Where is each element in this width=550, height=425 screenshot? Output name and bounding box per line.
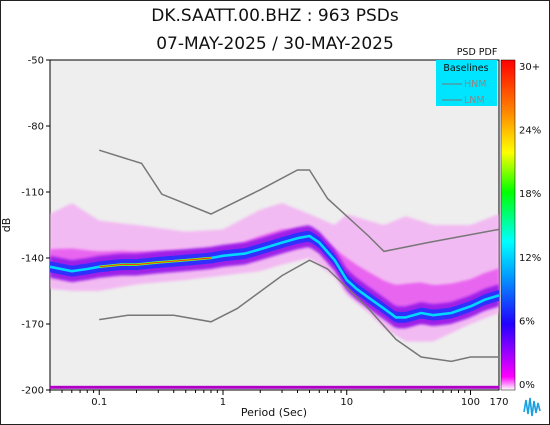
chart-title-daterange: 07-MAY-2025 / 30-MAY-2025 bbox=[156, 34, 394, 54]
psd-density-layer bbox=[50, 203, 499, 389]
colorbar-tick-label: 12% bbox=[519, 253, 541, 264]
legend-hnm-label: HNM bbox=[464, 79, 486, 90]
psd-inner-band bbox=[50, 225, 499, 329]
x-tick-label: 100 bbox=[461, 397, 480, 408]
colorbar-tick-label: 6% bbox=[519, 316, 535, 327]
colorbar-ticks: 30+ 24% 18% 12% 6% 0% bbox=[519, 62, 541, 391]
x-axis-label: Period (Sec) bbox=[241, 406, 307, 419]
y-tick-label: -50 bbox=[28, 56, 44, 67]
colorbar bbox=[500, 59, 516, 391]
legend-box bbox=[436, 60, 497, 106]
colorbar-title: PSD PDF bbox=[457, 47, 498, 58]
colorbar-tick-label: 24% bbox=[519, 126, 541, 137]
x-axis: 0.1 1 10 100 170 bbox=[49, 390, 509, 408]
colorbar-tick-label: 0% bbox=[519, 380, 535, 391]
legend-lnm-label: LNM bbox=[464, 95, 485, 106]
colorbar-tick-label: 18% bbox=[519, 189, 541, 200]
y-axis-label: dB bbox=[0, 218, 13, 233]
psd-core-band bbox=[50, 230, 499, 323]
logo-icon bbox=[523, 397, 541, 417]
y-tick-label: -140 bbox=[21, 254, 44, 265]
y-tick-label: -200 bbox=[21, 386, 44, 397]
y-tick-label: -80 bbox=[28, 122, 44, 133]
baseline-lnm bbox=[99, 259, 499, 363]
x-tick-label: 10 bbox=[340, 397, 353, 408]
y-tick-label: -170 bbox=[21, 320, 44, 331]
x-tick-label: 1 bbox=[220, 397, 226, 408]
psd-peak-core bbox=[99, 257, 212, 268]
legend-title: Baselines bbox=[443, 63, 488, 74]
y-axis: -50 -80 -110 -140 -170 -200 bbox=[21, 56, 50, 397]
baseline-hnm bbox=[98, 149, 499, 253]
baselines-layer bbox=[98, 149, 499, 363]
x-tick-label: 0.1 bbox=[91, 397, 107, 408]
chart-title-station: DK.SAATT.00.BHZ : 963 PSDs bbox=[151, 6, 399, 26]
psd-floor-band bbox=[50, 385, 499, 389]
x-tick-label: 170 bbox=[489, 397, 508, 408]
y-tick-label: -110 bbox=[21, 188, 44, 199]
colorbar-tick-label: 30+ bbox=[519, 62, 540, 73]
